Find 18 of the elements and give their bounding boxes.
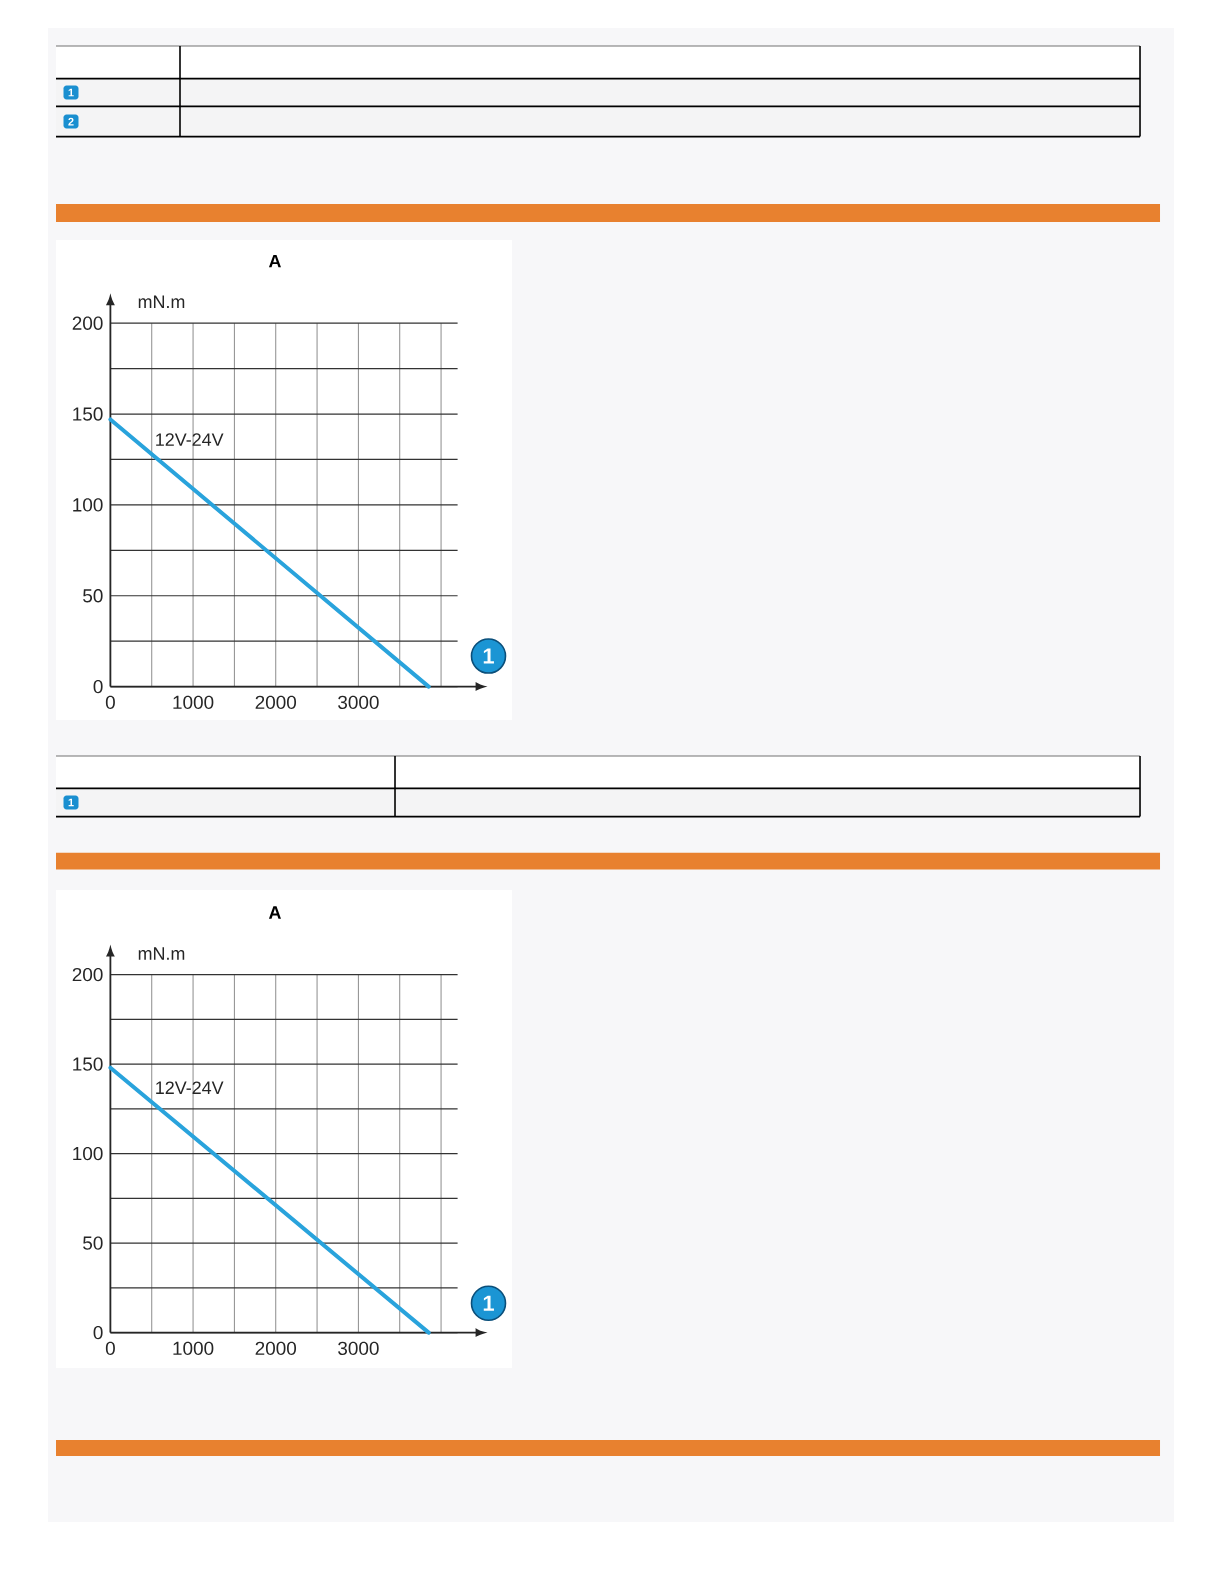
- x-axis-title: 1: [483, 1295, 494, 1311]
- y-tick-label: 0: [93, 1325, 103, 1340]
- x-tick-label: 2000: [255, 695, 297, 710]
- x-tick-label: 3000: [338, 695, 379, 710]
- y-axis-title: mN.m: [138, 947, 185, 960]
- chart-title: A: [268, 906, 281, 919]
- x-tick-label: 3000: [338, 1341, 379, 1356]
- y-tick-label: 200: [72, 967, 103, 982]
- y-tick-label: 150: [73, 1057, 103, 1071]
- series-label: 12V-24V: [156, 1081, 224, 1094]
- y-tick-label: 0: [93, 679, 103, 694]
- x-tick-label: 0: [105, 1341, 115, 1356]
- x-tick-label: 1000: [173, 695, 214, 710]
- y-tick-label: 100: [73, 1146, 103, 1161]
- x-tick-label: 1000: [173, 1341, 214, 1356]
- x-tick-label: 2000: [255, 1341, 297, 1356]
- y-tick-label: 50: [83, 1236, 103, 1250]
- x-tick-label: 0: [105, 695, 115, 710]
